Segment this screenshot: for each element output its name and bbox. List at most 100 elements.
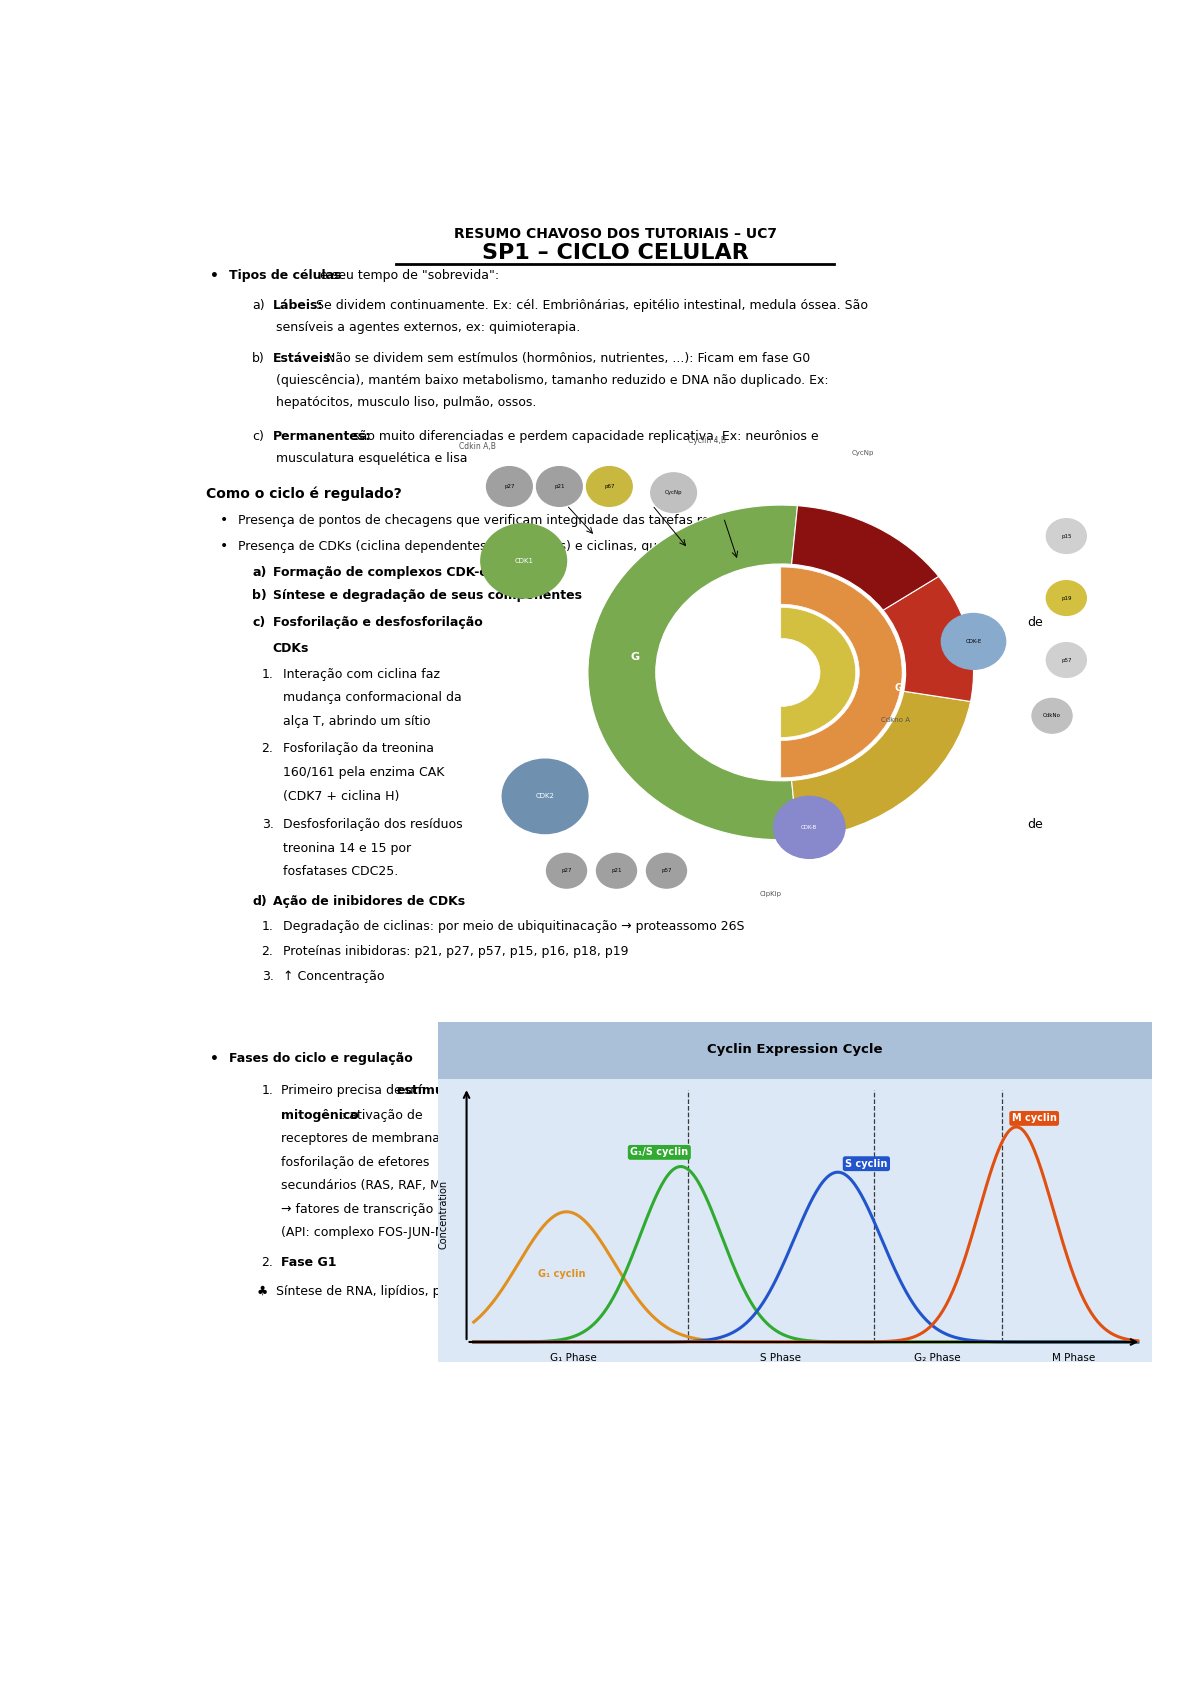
Text: secundários (RAS, RAF, MAPK): secundários (RAS, RAF, MAPK) [281,1178,470,1192]
Text: (CDK7 + ciclina H): (CDK7 + ciclina H) [283,790,400,803]
Circle shape [481,523,566,598]
Text: S cyclin: S cyclin [845,1158,888,1168]
Text: Estáveis:: Estáveis: [272,351,336,365]
Text: Permanentes:: Permanentes: [272,430,371,443]
Text: ↑ Concentração: ↑ Concentração [283,970,384,983]
Text: Síntese e degradação de seus componentes: Síntese e degradação de seus componentes [272,589,582,603]
Wedge shape [792,691,971,839]
Text: Proteínas inibidoras: p21, p27, p57, p15, p16, p18, p19: Proteínas inibidoras: p21, p27, p57, p15… [283,946,629,958]
Text: p67: p67 [604,484,614,489]
Text: mudança conformacional da: mudança conformacional da [283,691,462,705]
Text: p57: p57 [1061,657,1072,662]
Text: b): b) [252,351,265,365]
Text: fosfatases CDC25.: fosfatases CDC25. [283,866,398,878]
Text: : ativação de: : ativação de [341,1109,424,1122]
Text: (quiescência), mantém baixo metabolismo, tamanho reduzido e DNA não duplicado. E: (quiescência), mantém baixo metabolismo,… [276,374,828,387]
Text: Interação com ciclina faz: Interação com ciclina faz [283,667,440,681]
Text: d): d) [252,895,268,908]
Text: sensíveis a agentes externos, ex: quimioterapia.: sensíveis a agentes externos, ex: quimio… [276,321,580,335]
Text: CDK-B: CDK-B [802,825,817,830]
Text: de: de [1027,616,1043,628]
Text: CDK-E: CDK-E [965,638,982,644]
Text: S Phase: S Phase [761,1353,802,1363]
Text: p21: p21 [554,484,565,489]
Circle shape [1046,518,1086,554]
Text: Cyclin Expression Cycle: Cyclin Expression Cycle [707,1043,883,1056]
Text: 2.: 2. [262,742,274,756]
Circle shape [536,467,582,506]
Circle shape [647,854,686,888]
Text: p57: p57 [661,868,672,873]
Wedge shape [781,608,856,737]
Text: Fases do ciclo e regulação: Fases do ciclo e regulação [229,1053,413,1065]
Text: CycNp: CycNp [665,491,683,496]
Text: Tipos de células: Tipos de células [229,270,342,282]
Text: → fatores de transcrição gênica: → fatores de transcrição gênica [281,1202,479,1216]
Wedge shape [781,567,902,778]
Text: são muito diferenciadas e perdem capacidade replicativa. Ex: neurônios e: são muito diferenciadas e perdem capacid… [349,430,818,443]
Text: hepatócitos, musculo liso, pulmão, ossos.: hepatócitos, musculo liso, pulmão, ossos… [276,396,536,409]
Text: CycNp: CycNp [852,450,875,457]
Text: (API: complexo FOS-JUN-MYC): (API: complexo FOS-JUN-MYC) [281,1226,467,1240]
Circle shape [546,854,587,888]
Text: p19: p19 [1061,596,1072,601]
Text: M Phase: M Phase [1052,1353,1096,1363]
Text: Presença de pontos de checagens que verificam integridade das tarefas realizadas: Presença de pontos de checagens que veri… [239,514,859,526]
Text: CDKs: CDKs [272,642,310,655]
Text: estímulo: estímulo [396,1083,457,1097]
Text: receptores de membrana →: receptores de membrana → [281,1133,455,1144]
Text: Se dividem continuamente. Ex: cél. Embriônárias, epitélio intestinal, medula óss: Se dividem continuamente. Ex: cél. Embri… [312,299,868,312]
Text: p27: p27 [504,484,515,489]
Text: 160/161 pela enzima CAK: 160/161 pela enzima CAK [283,766,444,779]
Text: e seu tempo de "sobrevida":: e seu tempo de "sobrevida": [317,270,499,282]
Text: G₁/S cyclin: G₁/S cyclin [630,1148,689,1158]
Text: CDK1: CDK1 [514,559,533,564]
Circle shape [941,613,1006,669]
Text: Formação de complexos CDK-ciclinas: Formação de complexos CDK-ciclinas [272,565,532,579]
Text: mitogênico: mitogênico [281,1109,359,1122]
Text: G: G [895,683,902,693]
Text: a): a) [252,565,266,579]
Text: Lábeis:: Lábeis: [272,299,323,312]
Text: ♣: ♣ [257,1285,269,1297]
Text: alça T, abrindo um sítio: alça T, abrindo um sítio [283,715,431,728]
Text: Degradação de ciclinas: por meio de ubiquitinacação → proteassomo 26S: Degradação de ciclinas: por meio de ubiq… [283,920,744,934]
Text: c): c) [252,430,264,443]
Text: Não se dividem sem estímulos (hormônios, nutrientes, ...): Ficam em fase G0: Não se dividem sem estímulos (hormônios,… [322,351,810,365]
Text: Concentration: Concentration [439,1180,449,1250]
Text: treonina 14 e 15 por: treonina 14 e 15 por [283,842,412,854]
Circle shape [1046,581,1086,615]
Text: Cdkin A,B: Cdkin A,B [460,441,497,452]
Text: Presença de CDKs (ciclina dependentes de quinases) e ciclinas, que são reguladas: Presença de CDKs (ciclina dependentes de… [239,540,786,554]
Text: p21: p21 [611,868,622,873]
Text: p15: p15 [1061,533,1072,538]
Text: G: G [631,652,640,662]
Text: G₂ Phase: G₂ Phase [914,1353,961,1363]
Text: Fosforilação da treonina: Fosforilação da treonina [283,742,434,756]
Text: CipKip: CipKip [760,890,781,897]
Text: CdkNo: CdkNo [1043,713,1061,718]
Text: SP1 – CICLO CELULAR: SP1 – CICLO CELULAR [481,243,749,263]
Text: c): c) [252,616,265,628]
Circle shape [503,759,588,834]
Text: Primeiro precisa de um: Primeiro precisa de um [281,1083,430,1097]
Text: Ação de inibidores de CDKs: Ação de inibidores de CDKs [272,895,464,908]
Text: 1.: 1. [262,920,274,934]
Wedge shape [883,576,973,701]
Text: •: • [220,513,228,526]
Text: M cyclin: M cyclin [1012,1114,1057,1124]
Circle shape [486,467,533,506]
Text: •: • [220,540,228,554]
Text: Desfosforilação dos resíduos: Desfosforilação dos resíduos [283,818,463,832]
Text: Como o ciclo é regulado?: Como o ciclo é regulado? [206,487,402,501]
Wedge shape [588,504,798,841]
Text: 2.: 2. [262,946,274,958]
Text: de: de [1027,818,1043,832]
Text: Cdkno A: Cdkno A [881,717,910,723]
Wedge shape [792,506,938,610]
Text: CDK2: CDK2 [535,793,554,800]
Circle shape [650,472,696,513]
Text: Cyclin 4,B: Cyclin 4,B [688,436,726,445]
Text: b): b) [252,589,268,603]
Text: G₁ Phase: G₁ Phase [551,1353,598,1363]
